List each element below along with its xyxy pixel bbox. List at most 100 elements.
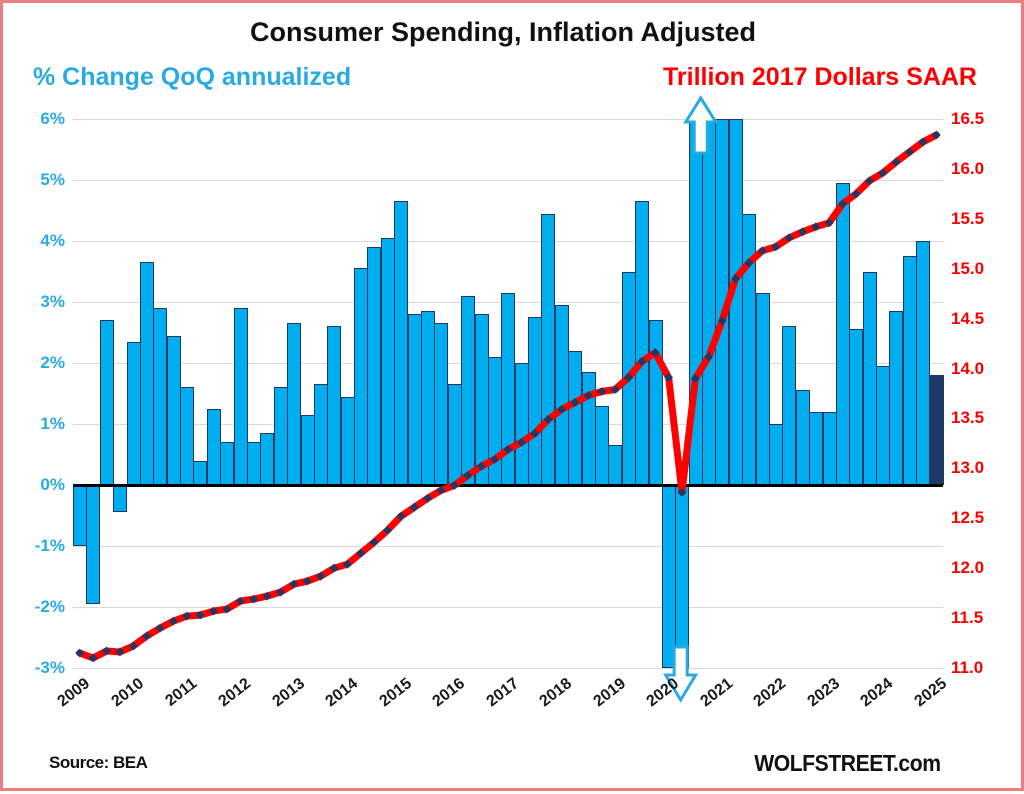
line-marker-diamond	[878, 168, 888, 178]
left-axis-tick: 6%	[40, 109, 65, 128]
line-marker-diamond	[557, 405, 566, 414]
line-marker-diamond	[463, 470, 473, 480]
right-axis-tick: 12.0	[951, 558, 985, 578]
off-scale-up-arrow	[683, 95, 719, 155]
line-marker-diamond	[931, 130, 941, 140]
line-marker-diamond	[182, 611, 192, 621]
line-marker-diamond	[195, 610, 205, 620]
line-marker-diamond	[784, 233, 794, 243]
line-marker-diamond	[342, 559, 352, 569]
source-note: Source: BEA	[49, 753, 148, 772]
line-marker-diamond	[690, 374, 700, 383]
left-axis-title: % Change QoQ annualized	[33, 63, 352, 91]
watermark: WOLFSTREET.com	[754, 750, 942, 776]
line-series-layer	[75, 95, 941, 703]
line-marker-diamond	[851, 189, 861, 199]
line-marker-diamond	[838, 199, 848, 209]
right-axis-tick: 16.5	[951, 109, 985, 128]
line-marker-diamond	[102, 646, 111, 656]
chart-title: Consumer Spending, Inflation Adjusted	[250, 17, 756, 47]
line-marker-diamond	[490, 454, 500, 464]
right-axis-title: Trillion 2017 Dollars SAAR	[663, 63, 977, 91]
line-marker-diamond	[583, 391, 593, 400]
line-marker-diamond	[302, 576, 312, 586]
line-marker-diamond	[316, 571, 326, 581]
right-axis-tick: 11.5	[951, 608, 984, 628]
zero-axis-line	[73, 483, 943, 487]
line-marker-diamond	[731, 274, 740, 284]
left-axis-tick: 0%	[40, 475, 65, 494]
chart-plot-area: 6% 5% 4% 3% 2% 1% 0% -1% -2% -3% 16.5 16.0 15.5 15.0 1…	[3, 3, 1024, 794]
left-axis-tick: 2%	[40, 353, 65, 372]
left-axis-tick: -1%	[34, 536, 65, 555]
line-marker-diamond	[677, 487, 687, 497]
line-marker-diamond	[503, 444, 513, 454]
h-gridline	[73, 667, 943, 669]
h-gridline	[73, 179, 943, 181]
h-gridline	[73, 545, 943, 547]
line-marker-diamond	[450, 480, 459, 490]
right-axis-tick: 15.5	[951, 208, 985, 228]
line-marker-diamond	[530, 429, 540, 438]
line-marker-diamond	[115, 647, 125, 657]
line-marker-diamond	[610, 385, 620, 394]
line-marker-diamond	[476, 461, 486, 471]
left-axis-tick: 4%	[40, 231, 65, 250]
h-gridline	[73, 606, 943, 608]
line-marker-diamond	[624, 373, 633, 382]
line-marker-diamond	[704, 352, 714, 361]
right-axis-tick: 13.0	[951, 458, 985, 478]
line-marker-diamond	[650, 348, 660, 357]
line-marker-diamond	[88, 653, 98, 663]
line-marker-diamond	[436, 485, 446, 495]
line-marker-diamond	[235, 596, 245, 606]
line-marker-diamond	[383, 525, 392, 535]
line-marker-diamond	[757, 246, 767, 256]
line-marker-diamond	[249, 594, 259, 604]
line-marker-diamond	[637, 357, 647, 366]
left-axis-tick: -2%	[34, 597, 65, 616]
h-gridline	[73, 240, 943, 242]
line-marker-diamond	[356, 548, 366, 558]
line-marker-diamond	[128, 641, 138, 651]
line-marker-diamond	[570, 398, 580, 407]
line-marker-diamond	[222, 604, 232, 614]
right-axis-tick: 15.0	[951, 258, 985, 278]
line-marker-diamond	[75, 648, 85, 658]
right-axis-tick: 11.0	[951, 658, 984, 677]
off-scale-down-arrow	[663, 645, 699, 703]
line-marker-diamond	[289, 579, 299, 589]
line-marker-diamond	[717, 316, 727, 326]
line-marker-diamond	[155, 623, 165, 633]
line-marker-diamond	[824, 218, 834, 228]
line-marker-diamond	[798, 227, 807, 237]
line-marker-diamond	[905, 147, 914, 157]
right-axis-tick: 12.5	[951, 508, 985, 528]
line-marker-diamond	[369, 537, 379, 547]
line-marker-diamond	[811, 222, 821, 232]
line-marker-diamond	[409, 502, 419, 512]
line-marker-diamond	[142, 631, 152, 641]
right-axis-tick: 14.5	[951, 308, 985, 328]
line-marker-diamond	[918, 137, 928, 147]
left-axis-tick: 1%	[40, 414, 65, 433]
line-marker-diamond	[597, 387, 607, 396]
left-axis-tick: 3%	[40, 292, 65, 311]
line-marker-diamond	[262, 591, 272, 601]
line-marker-diamond	[891, 157, 901, 167]
line-marker-diamond	[771, 242, 781, 252]
line-marker-diamond	[276, 587, 285, 597]
line-marker-diamond	[423, 493, 433, 503]
line-marker-diamond	[168, 616, 178, 626]
line-marker-diamond	[664, 373, 674, 382]
right-axis-tick: 14.0	[951, 358, 985, 378]
line-marker-diamond	[543, 415, 553, 424]
right-axis-tick: 13.5	[951, 408, 985, 428]
line-marker-diamond	[329, 563, 339, 573]
left-axis-tick: 5%	[40, 170, 65, 189]
line-marker-diamond	[209, 606, 218, 616]
left-axis-tick: -3%	[34, 658, 65, 677]
pce-level-line	[76, 131, 940, 662]
line-marker-diamond	[864, 176, 874, 186]
